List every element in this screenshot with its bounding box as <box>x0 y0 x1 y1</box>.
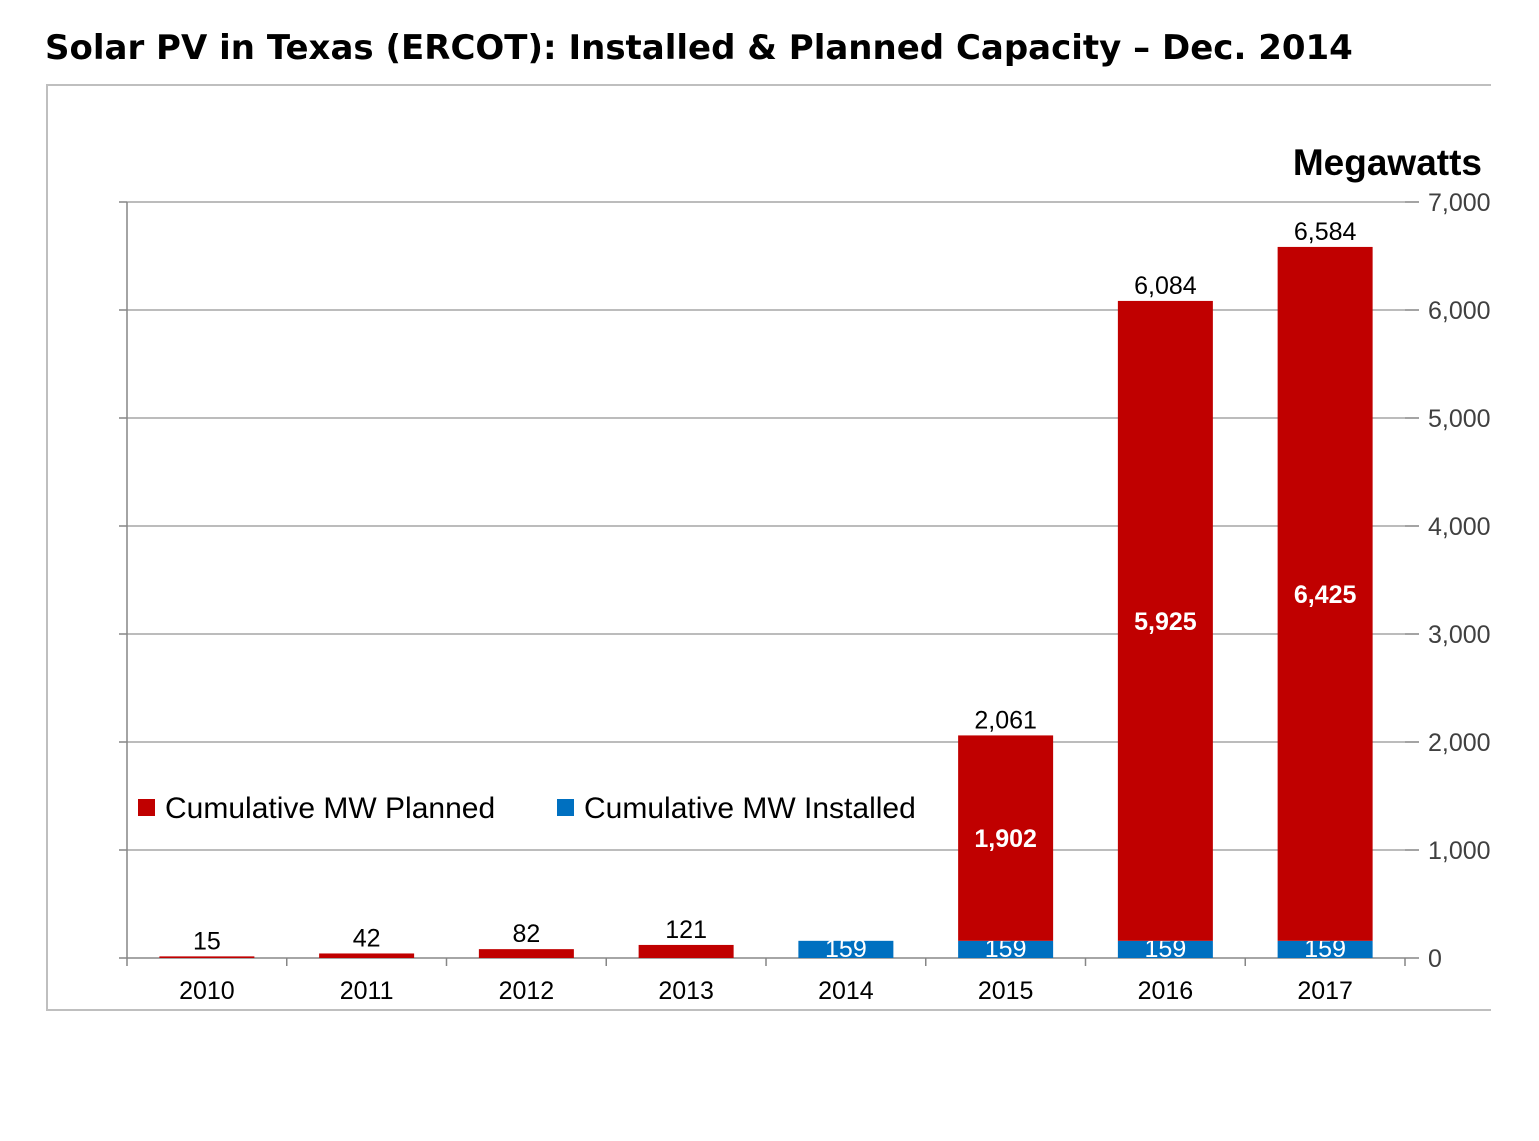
total-label-2010: 15 <box>193 927 221 955</box>
installed-bar-2015 <box>958 940 1054 958</box>
legend-swatch-0 <box>138 799 155 816</box>
x-tick-label-2017: 2017 <box>1297 977 1353 1005</box>
planned-label-2016: 5,925 <box>1134 608 1197 636</box>
planned-bar-2015 <box>958 735 1054 941</box>
planned-bar-2017 <box>1277 246 1373 941</box>
total-label-2011: 42 <box>353 924 381 952</box>
x-tick-label-2010: 2010 <box>179 977 235 1005</box>
planned-bar-2013 <box>638 944 734 958</box>
y-tick-label-5000: 5,000 <box>1428 405 1491 433</box>
installed-bar-2016 <box>1117 940 1213 958</box>
total-label-2012: 82 <box>512 920 540 948</box>
installed-bar-2017 <box>1277 940 1373 958</box>
chart-frame <box>46 84 1491 1011</box>
legend-label-1: Cumulative MW Installed <box>584 792 916 825</box>
chart-title: Solar PV in Texas (ERCOT): Installed & P… <box>45 28 1353 68</box>
x-tick-label-2012: 2012 <box>499 977 555 1005</box>
x-tick-label-2011: 2011 <box>340 977 394 1005</box>
y-tick-label-1000: 1,000 <box>1428 837 1491 865</box>
total-label-2017: 6,584 <box>1294 218 1357 246</box>
planned-label-2015: 1,902 <box>974 825 1037 853</box>
x-tick-label-2016: 2016 <box>1138 977 1194 1005</box>
planned-label-2017: 6,425 <box>1294 581 1357 609</box>
x-tick-label-2013: 2013 <box>658 977 714 1005</box>
legend-label-0: Cumulative MW Planned <box>165 792 495 825</box>
y-tick-label-6000: 6,000 <box>1428 297 1491 325</box>
y-tick-label-3000: 3,000 <box>1428 621 1491 649</box>
total-label-2013: 121 <box>665 916 707 944</box>
x-tick-label-2015: 2015 <box>978 977 1034 1005</box>
y-tick-label-7000: 7,000 <box>1428 189 1491 217</box>
y-tick-label-4000: 4,000 <box>1428 513 1491 541</box>
planned-bar-2012 <box>478 949 574 958</box>
planned-bar-2010 <box>159 956 255 958</box>
y-tick-label-0: 0 <box>1428 945 1442 973</box>
planned-bar-2016 <box>1117 300 1213 941</box>
installed-label-2014: 159 <box>825 935 867 963</box>
planned-bar-2011 <box>319 953 415 958</box>
x-tick-label-2014: 2014 <box>818 977 874 1005</box>
total-label-2016: 6,084 <box>1134 272 1197 300</box>
total-label-2015: 2,061 <box>974 706 1037 734</box>
installed-bar-2014 <box>798 940 894 958</box>
y-axis-title: Megawatts <box>1293 142 1482 183</box>
legend-swatch-1 <box>557 799 574 816</box>
y-tick-label-2000: 2,000 <box>1428 729 1491 757</box>
